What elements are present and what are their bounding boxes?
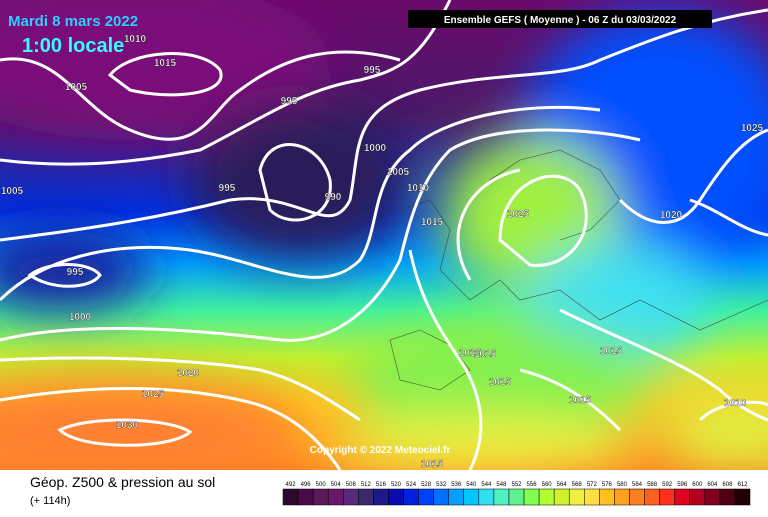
scale-label: 532 [436,482,447,488]
scale-label: 548 [496,482,507,488]
scale-label: 608 [722,482,733,488]
scale-label: 508 [346,482,357,488]
isobar-label: 1015 [154,58,177,69]
isobar-label: 1020 [660,210,683,221]
isobar-label: 1000 [69,312,92,323]
scale-cell [719,488,736,506]
scale-label: 512 [361,482,372,488]
scale-label: 588 [647,482,658,488]
scale-cell [568,488,585,506]
scale-cell [297,488,314,506]
lead-time: (+ 114h) [30,495,70,507]
isobar-label: 1015 [474,349,497,360]
scale-label: 552 [511,482,522,488]
scale-label: 500 [316,482,327,488]
scale-cell [403,488,419,506]
isobar-label: 1010 [124,34,147,45]
scale-cell [704,488,721,506]
scale-label: 504 [331,482,342,488]
isobar-label: 995 [281,96,298,107]
isobar-label: 1010 [407,183,430,194]
scale-cell [478,488,495,506]
scale-label: 544 [481,482,492,488]
scale-cell [358,488,374,506]
scale-label: 604 [707,482,718,488]
scale-cell [433,488,449,506]
scale-label: 540 [466,482,477,488]
field [0,0,768,470]
scale-cell [463,488,480,506]
scale-label: 536 [451,482,462,488]
isobar-label: 1015 [569,395,592,406]
isobar-label: 1030 [116,420,139,431]
local-time: 1:00 locale [22,35,124,57]
scale-cell [418,488,434,506]
isobar-label: 1020 [177,368,200,379]
scale-cell [599,488,615,506]
copyright: Copyright © 2022 Meteociel.fr [310,445,451,456]
scale-cell [584,488,600,506]
scale-label: 584 [632,482,643,488]
isobar-label: 1000 [364,143,387,154]
scale-cell [629,488,645,506]
run-info-box [408,10,712,28]
scale-cell [734,488,751,506]
scale-cell [343,488,359,506]
isobar-label: 995 [219,183,236,194]
scale-label: 592 [662,482,673,488]
scale-cell [689,488,706,506]
isobar-label: 1015 [489,377,512,388]
scale-label: 556 [527,482,538,488]
scale-cell [614,488,630,506]
scale-cell [282,488,299,506]
scale-cell [523,488,540,506]
scale-cell [388,488,404,506]
scale-label: 560 [542,482,553,488]
scale-cell [312,488,329,506]
isobar-label: 995 [364,65,381,76]
isobar-label: 1010 [724,398,747,409]
scale-label: 568 [572,482,583,488]
isobar-label: 1005 [1,186,24,197]
scale-label: 496 [301,482,312,488]
isobar-label: 990 [325,192,342,203]
scale-label: 596 [677,482,688,488]
scale-cell [373,488,389,506]
scale-cell [327,488,344,506]
isobar-label: 1015 [421,217,444,228]
isobar-label: 1025 [741,123,764,134]
scale-cell [448,488,465,506]
isobar-label: 1025 [142,389,165,400]
scale-label: 516 [376,482,387,488]
scale-label: 576 [602,482,613,488]
scale-cell [493,488,510,506]
scale-label: 492 [286,482,297,488]
scale-label: 520 [391,482,402,488]
scale-cell [553,488,570,506]
scale-label: 524 [406,482,417,488]
scale-cell [644,488,660,506]
scale-label: 572 [587,482,598,488]
isobar-label: 1005 [387,167,410,178]
scale-label: 600 [692,482,703,488]
isobar-label: 1015 [459,348,482,359]
scale-label: 612 [737,482,748,488]
scale-cell [659,488,675,506]
map-date: Mardi 8 mars 2022 [8,13,138,30]
scale-cell [508,488,525,506]
scale-cell [674,488,690,506]
scale-label: 580 [617,482,628,488]
isobar-label: 995 [67,267,84,278]
footer-title: Géop. Z500 & pression au sol [30,474,215,490]
isobar-label: 1015 [421,459,444,470]
run-info: Ensemble GEFS ( Moyenne ) - 06 Z du 03/0… [444,15,677,26]
isobar-label: 1025 [507,209,530,220]
scale-label: 528 [421,482,432,488]
scale-label: 564 [557,482,568,488]
isobar-label: 1005 [65,82,88,93]
isobar-label: 1015 [600,346,623,357]
scale-cell [538,488,555,506]
